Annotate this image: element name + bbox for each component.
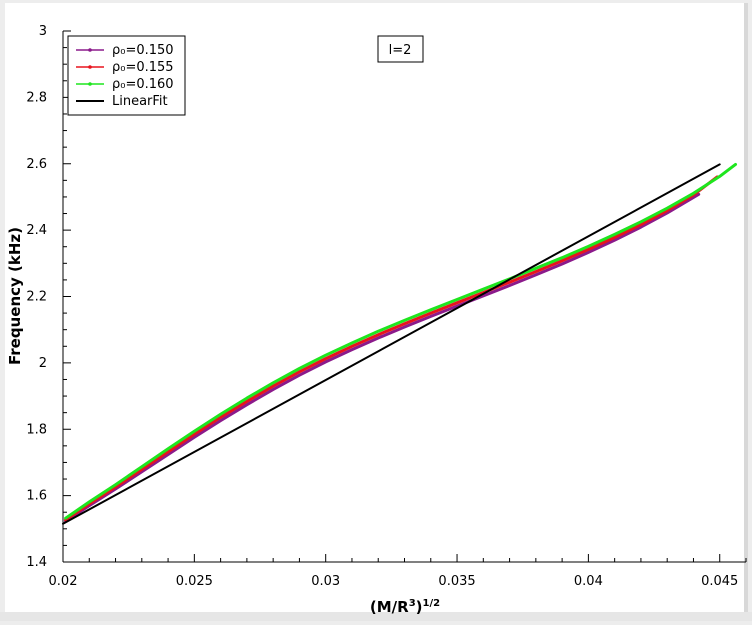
x-tick-label: 0.045 [701, 574, 738, 589]
x-tick-label: 0.03 [311, 574, 340, 589]
right-edge [744, 3, 748, 615]
x-tick-label: 0.035 [438, 574, 475, 589]
x-tick-label: 0.04 [574, 574, 603, 589]
series-layer [62, 162, 737, 525]
legend-label-2: ρ₀=0.160 [112, 77, 174, 92]
y-tick-label: 1.8 [26, 422, 47, 437]
series-line-3 [62, 163, 721, 525]
legend-label-3: LinearFit [112, 94, 168, 109]
y-tick-label: 2.8 [26, 90, 47, 105]
annotation-text: l=2 [389, 43, 412, 58]
y-tick-label: 2.6 [26, 157, 47, 172]
y-axis-label: Frequency (kHz) [6, 227, 24, 365]
legend-label-1: ρ₀=0.155 [112, 60, 174, 75]
series-line-0 [64, 192, 701, 523]
bottom-strip [0, 612, 752, 621]
annotation-box: l=2 [377, 35, 424, 63]
legend-label-0: ρ₀=0.150 [112, 43, 174, 58]
legend: ρ₀=0.150 ρ₀=0.155 ρ₀=0.160 LinearFit [67, 35, 186, 116]
legend-marker-1 [88, 65, 92, 69]
x-axis-label-main: (M/R [370, 598, 409, 616]
y-tick-label: 1.4 [26, 555, 47, 570]
annotation-frame [377, 35, 424, 63]
legend-marker-0 [88, 48, 92, 52]
y-tick-label: 2.4 [26, 223, 47, 238]
axes-layer: 0.02 0.025 0.03 0.035 0.04 0.045 1.4 1.6 1.8 2 2.2… [26, 24, 747, 589]
y-tick-label: 2.2 [26, 290, 47, 305]
x-axis-label: (M/R3)1/2 [370, 598, 440, 616]
x-tick-label: 0.02 [49, 574, 78, 589]
x-axis-label-sup2: 1/2 [423, 598, 441, 609]
y-tick-label: 2 [39, 356, 47, 371]
y-tick-label: 3 [39, 24, 47, 39]
x-axis-label-sup1: 3 [409, 598, 416, 609]
y-tick-label: 1.6 [26, 489, 47, 504]
legend-marker-2 [88, 82, 92, 86]
x-tick-label: 0.025 [176, 574, 213, 589]
series-line-2 [64, 162, 737, 520]
series-line-1 [64, 175, 719, 522]
x-axis-label-close: ) [416, 598, 423, 616]
